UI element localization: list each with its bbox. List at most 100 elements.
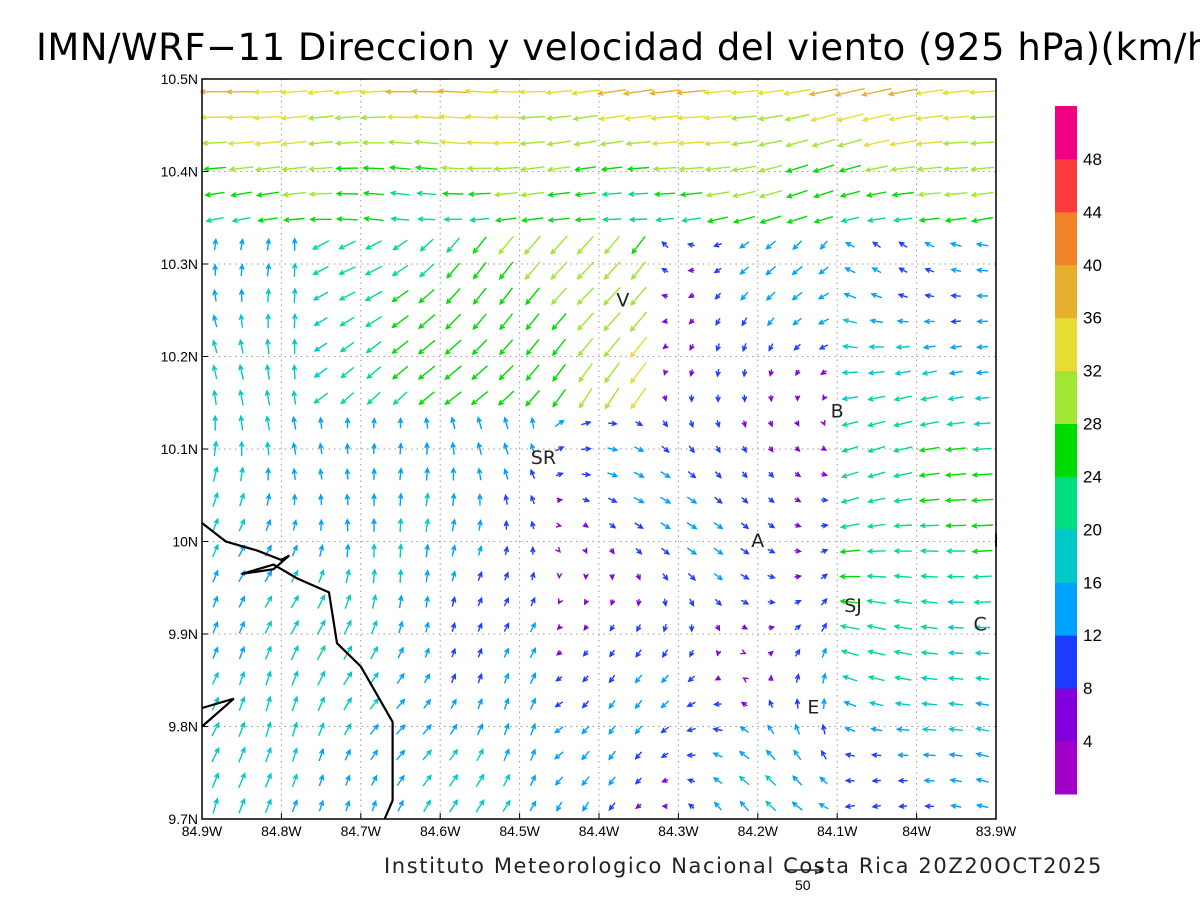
wind-arrow (890, 166, 916, 173)
wind-arrow (391, 289, 409, 303)
y-tick-label: 9.8N (168, 719, 198, 735)
wind-arrow (338, 291, 356, 301)
wind-arrow (371, 799, 377, 812)
wind-arrow (687, 292, 695, 298)
colorbar-segment (1055, 476, 1077, 530)
wind-arrow (871, 241, 881, 248)
wind-arrow (974, 675, 990, 682)
wind-arrow (313, 367, 328, 378)
wind-arrow (608, 522, 617, 529)
wind-arrow (870, 726, 883, 733)
wind-arrow (894, 701, 911, 707)
wind-arrow (238, 440, 245, 456)
wind-arrow (821, 672, 827, 684)
wind-arrow (554, 726, 564, 734)
wind-arrow (897, 803, 908, 809)
wind-arrow (424, 569, 430, 583)
wind-arrow (791, 801, 803, 811)
wind-arrow (252, 89, 283, 95)
wind-arrow (975, 777, 989, 784)
wind-arrow (450, 416, 456, 430)
wind-arrow (947, 395, 964, 402)
wind-arrow (503, 442, 509, 455)
wind-arrow (292, 518, 298, 531)
wind-arrow (444, 391, 462, 406)
wind-arrow (492, 166, 519, 172)
wind-arrow (768, 497, 775, 504)
wind-arrow (840, 497, 860, 504)
wind-arrow (335, 165, 359, 172)
wind-arrow (307, 140, 333, 147)
wind-arrow (343, 671, 353, 686)
wind-arrow (820, 749, 827, 760)
colorbar-label: 36 (1083, 309, 1102, 328)
wind-arrow (794, 600, 802, 606)
wind-arrow (810, 113, 837, 123)
wind-arrow (919, 548, 939, 554)
wind-arrow (844, 726, 856, 733)
wind-arrow (292, 747, 299, 762)
wind-arrow (422, 723, 432, 735)
wind-arrow (713, 801, 722, 811)
wind-arrow (634, 522, 644, 529)
wind-arrow (386, 114, 414, 120)
y-tick-label: 10.5N (161, 71, 198, 87)
wind-arrow (211, 671, 219, 685)
wind-arrow (343, 619, 352, 635)
wind-arrow (334, 140, 359, 146)
wind-arrow (397, 543, 404, 558)
wind-arrow (893, 522, 912, 529)
wind-arrow (892, 446, 913, 453)
wind-arrow (942, 140, 969, 147)
wind-arrow (820, 445, 828, 451)
wind-arrow (661, 267, 669, 274)
wind-arrow (318, 799, 325, 812)
wind-arrow (397, 467, 404, 481)
wind-arrow (715, 317, 721, 326)
wind-arrow (555, 546, 561, 554)
wind-arrow (205, 216, 224, 223)
wind-arrow (472, 287, 487, 305)
wind-arrow (651, 140, 678, 147)
wind-arrow (942, 115, 969, 121)
wind-arrow (556, 497, 564, 504)
wind-arrow (265, 287, 272, 303)
wind-arrow (519, 166, 545, 172)
wind-arrow (920, 624, 938, 630)
wind-arrow (582, 650, 589, 657)
wind-arrow (819, 776, 828, 785)
wind-arrow (556, 801, 563, 812)
wind-arrow (821, 723, 827, 735)
wind-arrow (768, 471, 775, 478)
wind-arrow (445, 313, 462, 330)
wind-arrow (238, 389, 244, 406)
wind-arrow (713, 547, 724, 555)
wind-arrow (689, 369, 695, 378)
wind-arrow (715, 650, 722, 657)
wind-arrow (419, 238, 434, 252)
wind-arrow (584, 599, 590, 606)
wind-arrow (676, 115, 706, 121)
wind-arrow (440, 165, 465, 171)
wind-arrow (552, 389, 566, 408)
wind-arrow (281, 191, 306, 198)
wind-arrow (920, 701, 938, 707)
wind-arrow (450, 698, 457, 709)
wind-arrow (503, 672, 510, 684)
wind-arrow (742, 677, 749, 683)
wind-arrow (920, 649, 938, 656)
wind-arrow (732, 215, 755, 224)
wind-arrow (291, 312, 298, 329)
wind-arrow (944, 217, 967, 223)
wind-arrow (238, 414, 245, 431)
wind-arrow (867, 471, 886, 479)
coastline-segment (201, 522, 394, 820)
wind-arrow (503, 622, 510, 632)
wind-arrow (821, 647, 827, 658)
wind-arrow (498, 365, 514, 381)
wind-arrow (944, 522, 967, 529)
y-tick-label: 10.2N (161, 349, 198, 365)
wind-arrow (499, 313, 513, 331)
wind-arrow (841, 343, 858, 350)
wind-arrow (661, 777, 669, 783)
